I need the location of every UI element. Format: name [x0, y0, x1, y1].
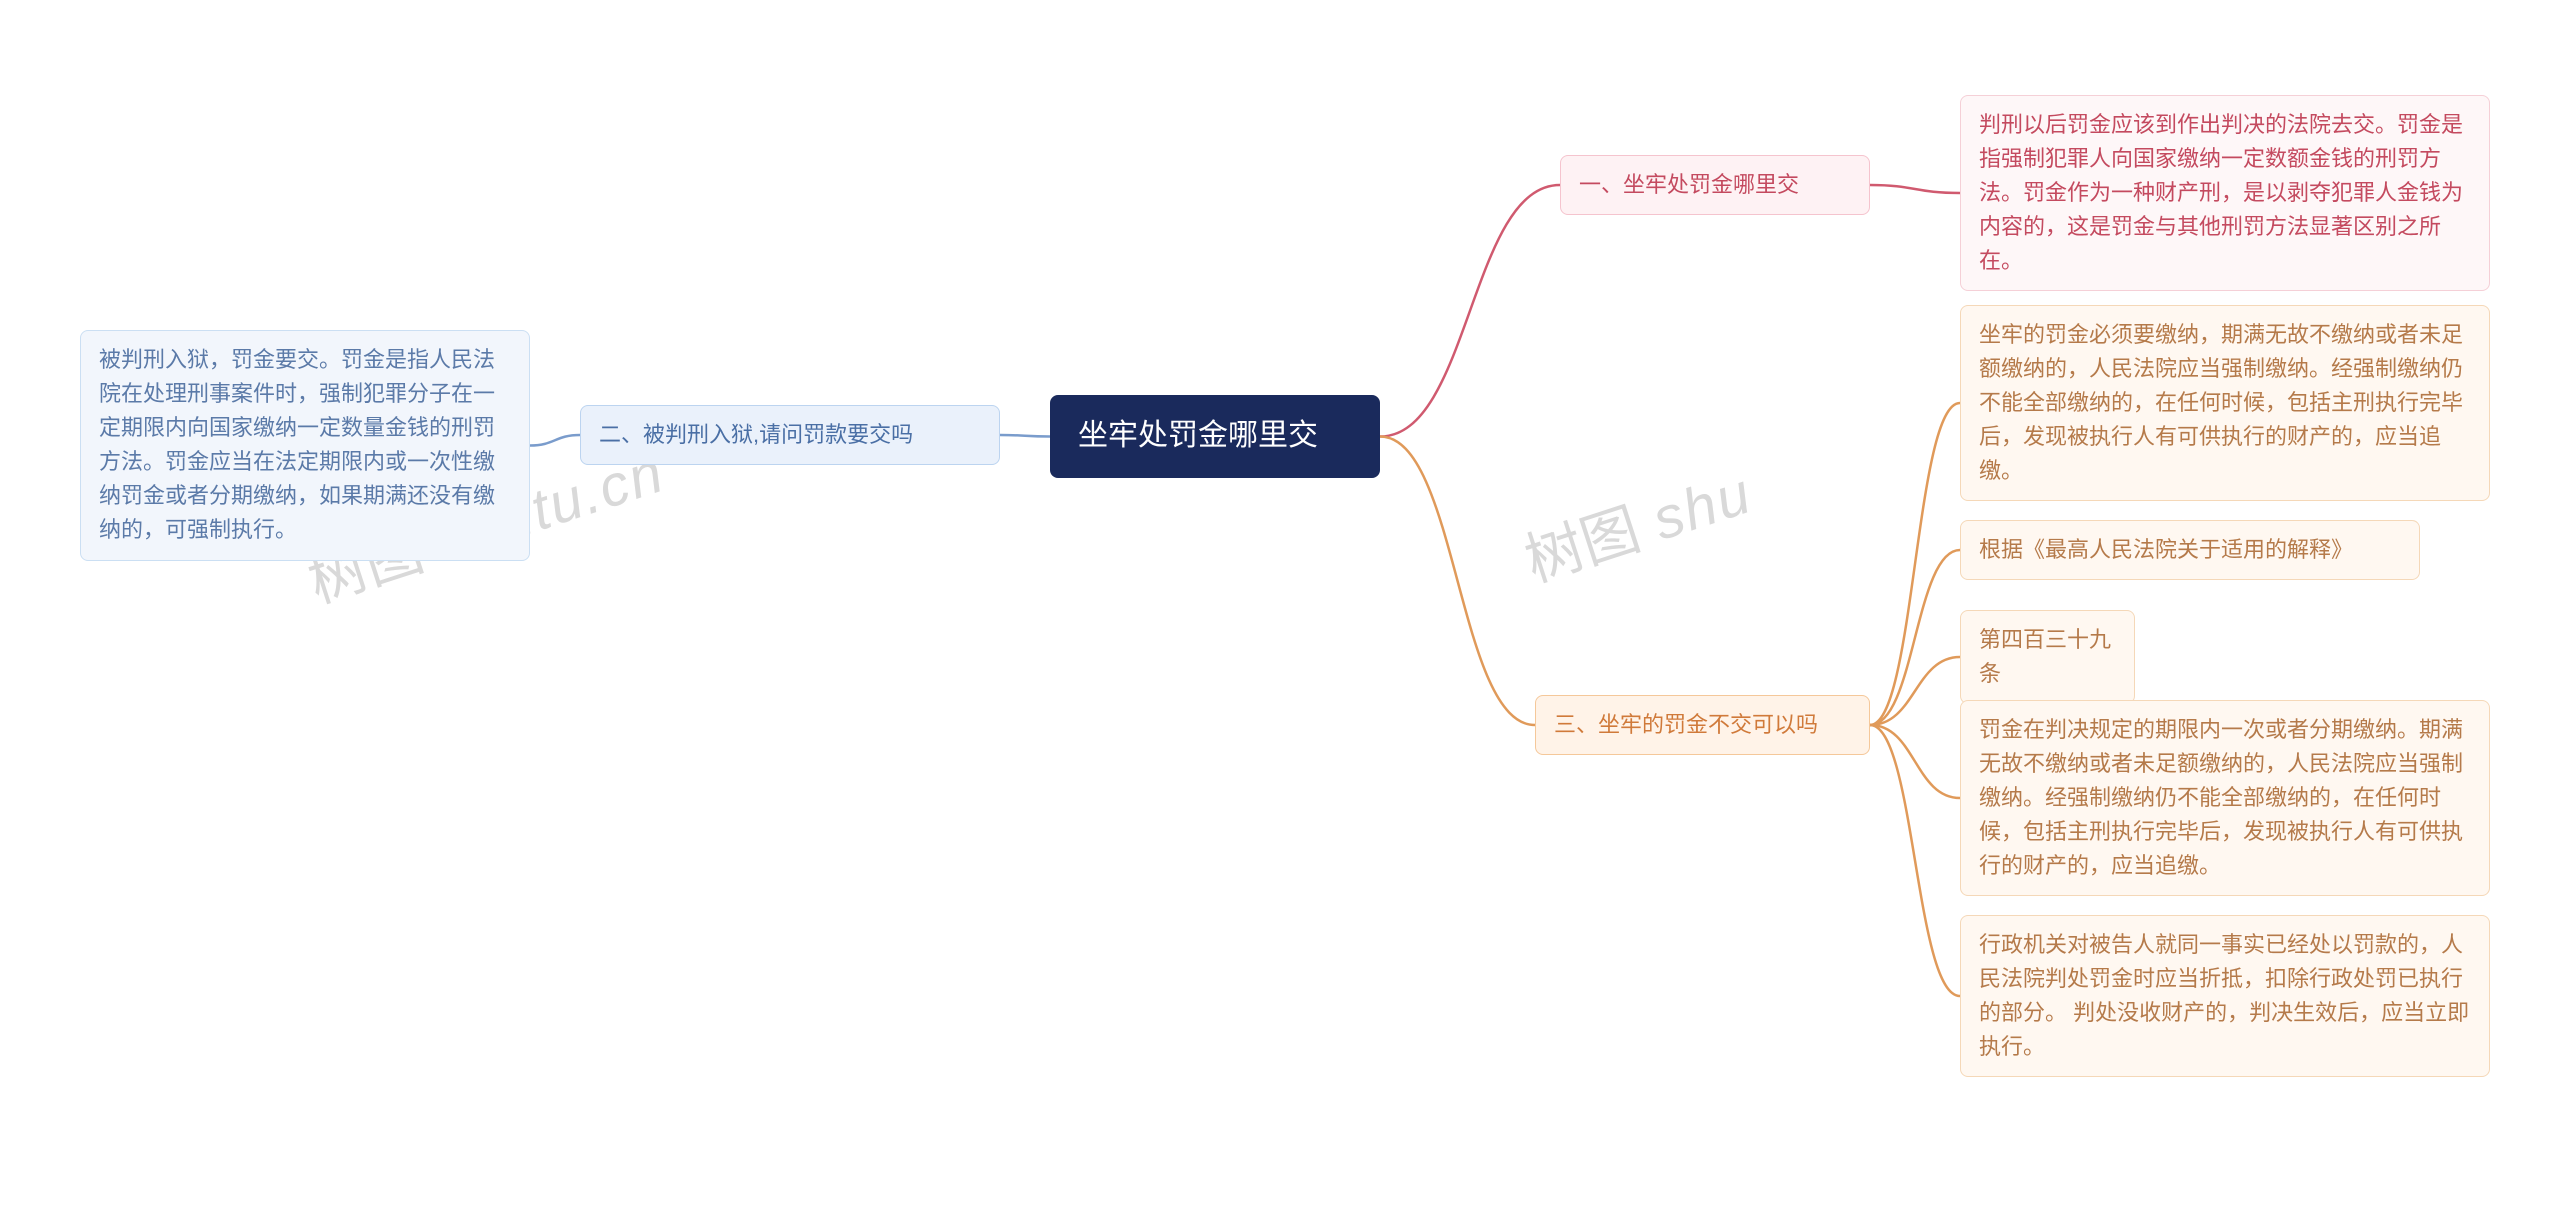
connector	[530, 435, 580, 446]
root-node[interactable]: 坐牢处罚金哪里交	[1050, 395, 1380, 478]
branch-3[interactable]: 三、坐牢的罚金不交可以吗	[1535, 695, 1870, 755]
branch-1-leaf[interactable]: 判刑以后罚金应该到作出判决的法院去交。罚金是指强制犯罪人向国家缴纳一定数额金钱的…	[1960, 95, 2490, 291]
branch-3-leaf-4[interactable]: 行政机关对被告人就同一事实已经处以罚款的，人民法院判处罚金时应当折抵，扣除行政处…	[1960, 915, 2490, 1077]
connector	[1870, 403, 1960, 725]
watermark-2: 树图 shu	[1513, 446, 1761, 598]
connector	[1000, 435, 1050, 437]
connector	[1870, 657, 1960, 725]
connector	[1870, 185, 1960, 193]
branch-2[interactable]: 二、被判刑入狱,请问罚款要交吗	[580, 405, 1000, 465]
branch-3-leaf-0[interactable]: 坐牢的罚金必须要缴纳，期满无故不缴纳或者未足额缴纳的，人民法院应当强制缴纳。经强…	[1960, 305, 2490, 501]
connector	[1870, 725, 1960, 996]
branch-3-leaf-3[interactable]: 罚金在判决规定的期限内一次或者分期缴纳。期满无故不缴纳或者未足额缴纳的，人民法院…	[1960, 700, 2490, 896]
connector	[1870, 550, 1960, 725]
connector	[1870, 725, 1960, 798]
connector	[1380, 185, 1560, 437]
branch-1[interactable]: 一、坐牢处罚金哪里交	[1560, 155, 1870, 215]
branch-3-leaf-2[interactable]: 第四百三十九条	[1960, 610, 2135, 704]
connector	[1380, 437, 1535, 726]
branch-3-leaf-1[interactable]: 根据《最高人民法院关于适用的解释》	[1960, 520, 2420, 580]
branch-2-leaf[interactable]: 被判刑入狱，罚金要交。罚金是指人民法院在处理刑事案件时，强制犯罪分子在一定期限内…	[80, 330, 530, 561]
